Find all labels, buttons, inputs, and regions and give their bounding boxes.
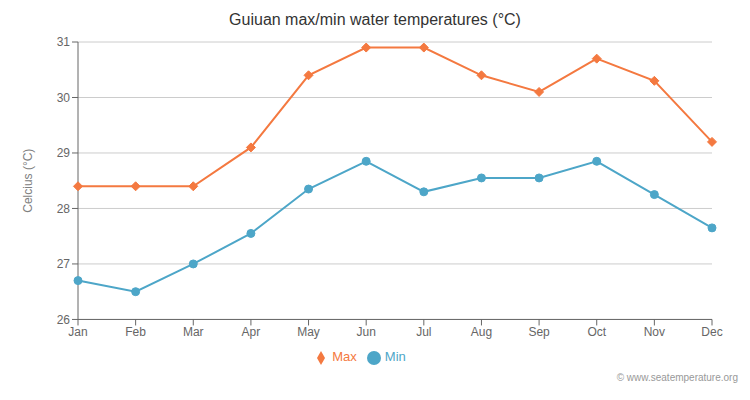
svg-text:29: 29 <box>57 146 71 160</box>
svg-text:26: 26 <box>57 313 71 327</box>
html-text:Guiuan max/min water temperatu: Guiuan max/min water temperatures (°C) <box>229 11 521 28</box>
svg-text:Dec: Dec <box>701 325 722 339</box>
svg-text:Celcius (°C): Celcius (°C) <box>21 149 35 213</box>
svg-text:27: 27 <box>57 257 71 271</box>
html-text:Min: Min <box>384 349 406 365</box>
svg-text:Jan: Jan <box>68 325 87 339</box>
html-text:© www.seatemperature.org: © www.seatemperature.org <box>616 372 738 383</box>
svg-text:Feb: Feb <box>125 325 146 339</box>
svg-text:Apr: Apr <box>242 325 261 339</box>
svg-text:May: May <box>297 325 320 339</box>
svg-text:Jun: Jun <box>357 325 376 339</box>
svg-text:30: 30 <box>57 91 71 105</box>
svg-text:Nov: Nov <box>644 325 665 339</box>
html-text:Max: Max <box>332 349 357 365</box>
svg-text:28: 28 <box>57 202 71 216</box>
svg-text:31: 31 <box>57 35 71 49</box>
svg-text:Jul: Jul <box>416 325 431 339</box>
svg-text:Sep: Sep <box>528 325 550 339</box>
svg-text:Oct: Oct <box>587 325 606 339</box>
svg-text:Mar: Mar <box>183 325 204 339</box>
svg-text:Aug: Aug <box>471 325 492 339</box>
